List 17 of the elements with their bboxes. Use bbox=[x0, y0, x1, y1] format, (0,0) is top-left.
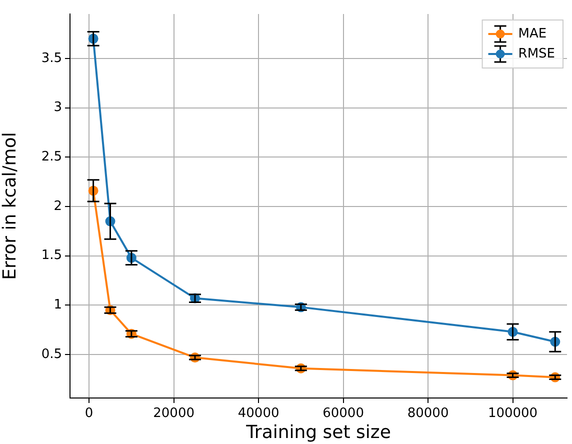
x-tick-label: 20000 bbox=[153, 406, 194, 422]
x-tick-label: 0 bbox=[84, 406, 94, 422]
legend-label: MAE bbox=[518, 26, 547, 42]
x-tick-label: 80000 bbox=[407, 406, 449, 422]
x-axis-title: Training set size bbox=[245, 422, 391, 443]
x-tick-label: 40000 bbox=[238, 406, 280, 422]
y-tick-label: 3.5 bbox=[41, 50, 62, 66]
y-tick-label: 1 bbox=[54, 298, 62, 313]
y-tick-label: 2.5 bbox=[41, 150, 62, 165]
y-axis-title: Error in kcal/mol bbox=[0, 132, 20, 280]
y-tick-label: 2 bbox=[54, 198, 62, 214]
y-tick-label: 1.5 bbox=[41, 248, 62, 264]
y-tick-label: 0.5 bbox=[41, 346, 62, 362]
y-tick-label: 3 bbox=[54, 100, 62, 116]
x-tick-label: 100000 bbox=[488, 406, 538, 422]
x-tick-label: 60000 bbox=[322, 406, 364, 422]
legend-label: RMSE bbox=[518, 46, 556, 62]
